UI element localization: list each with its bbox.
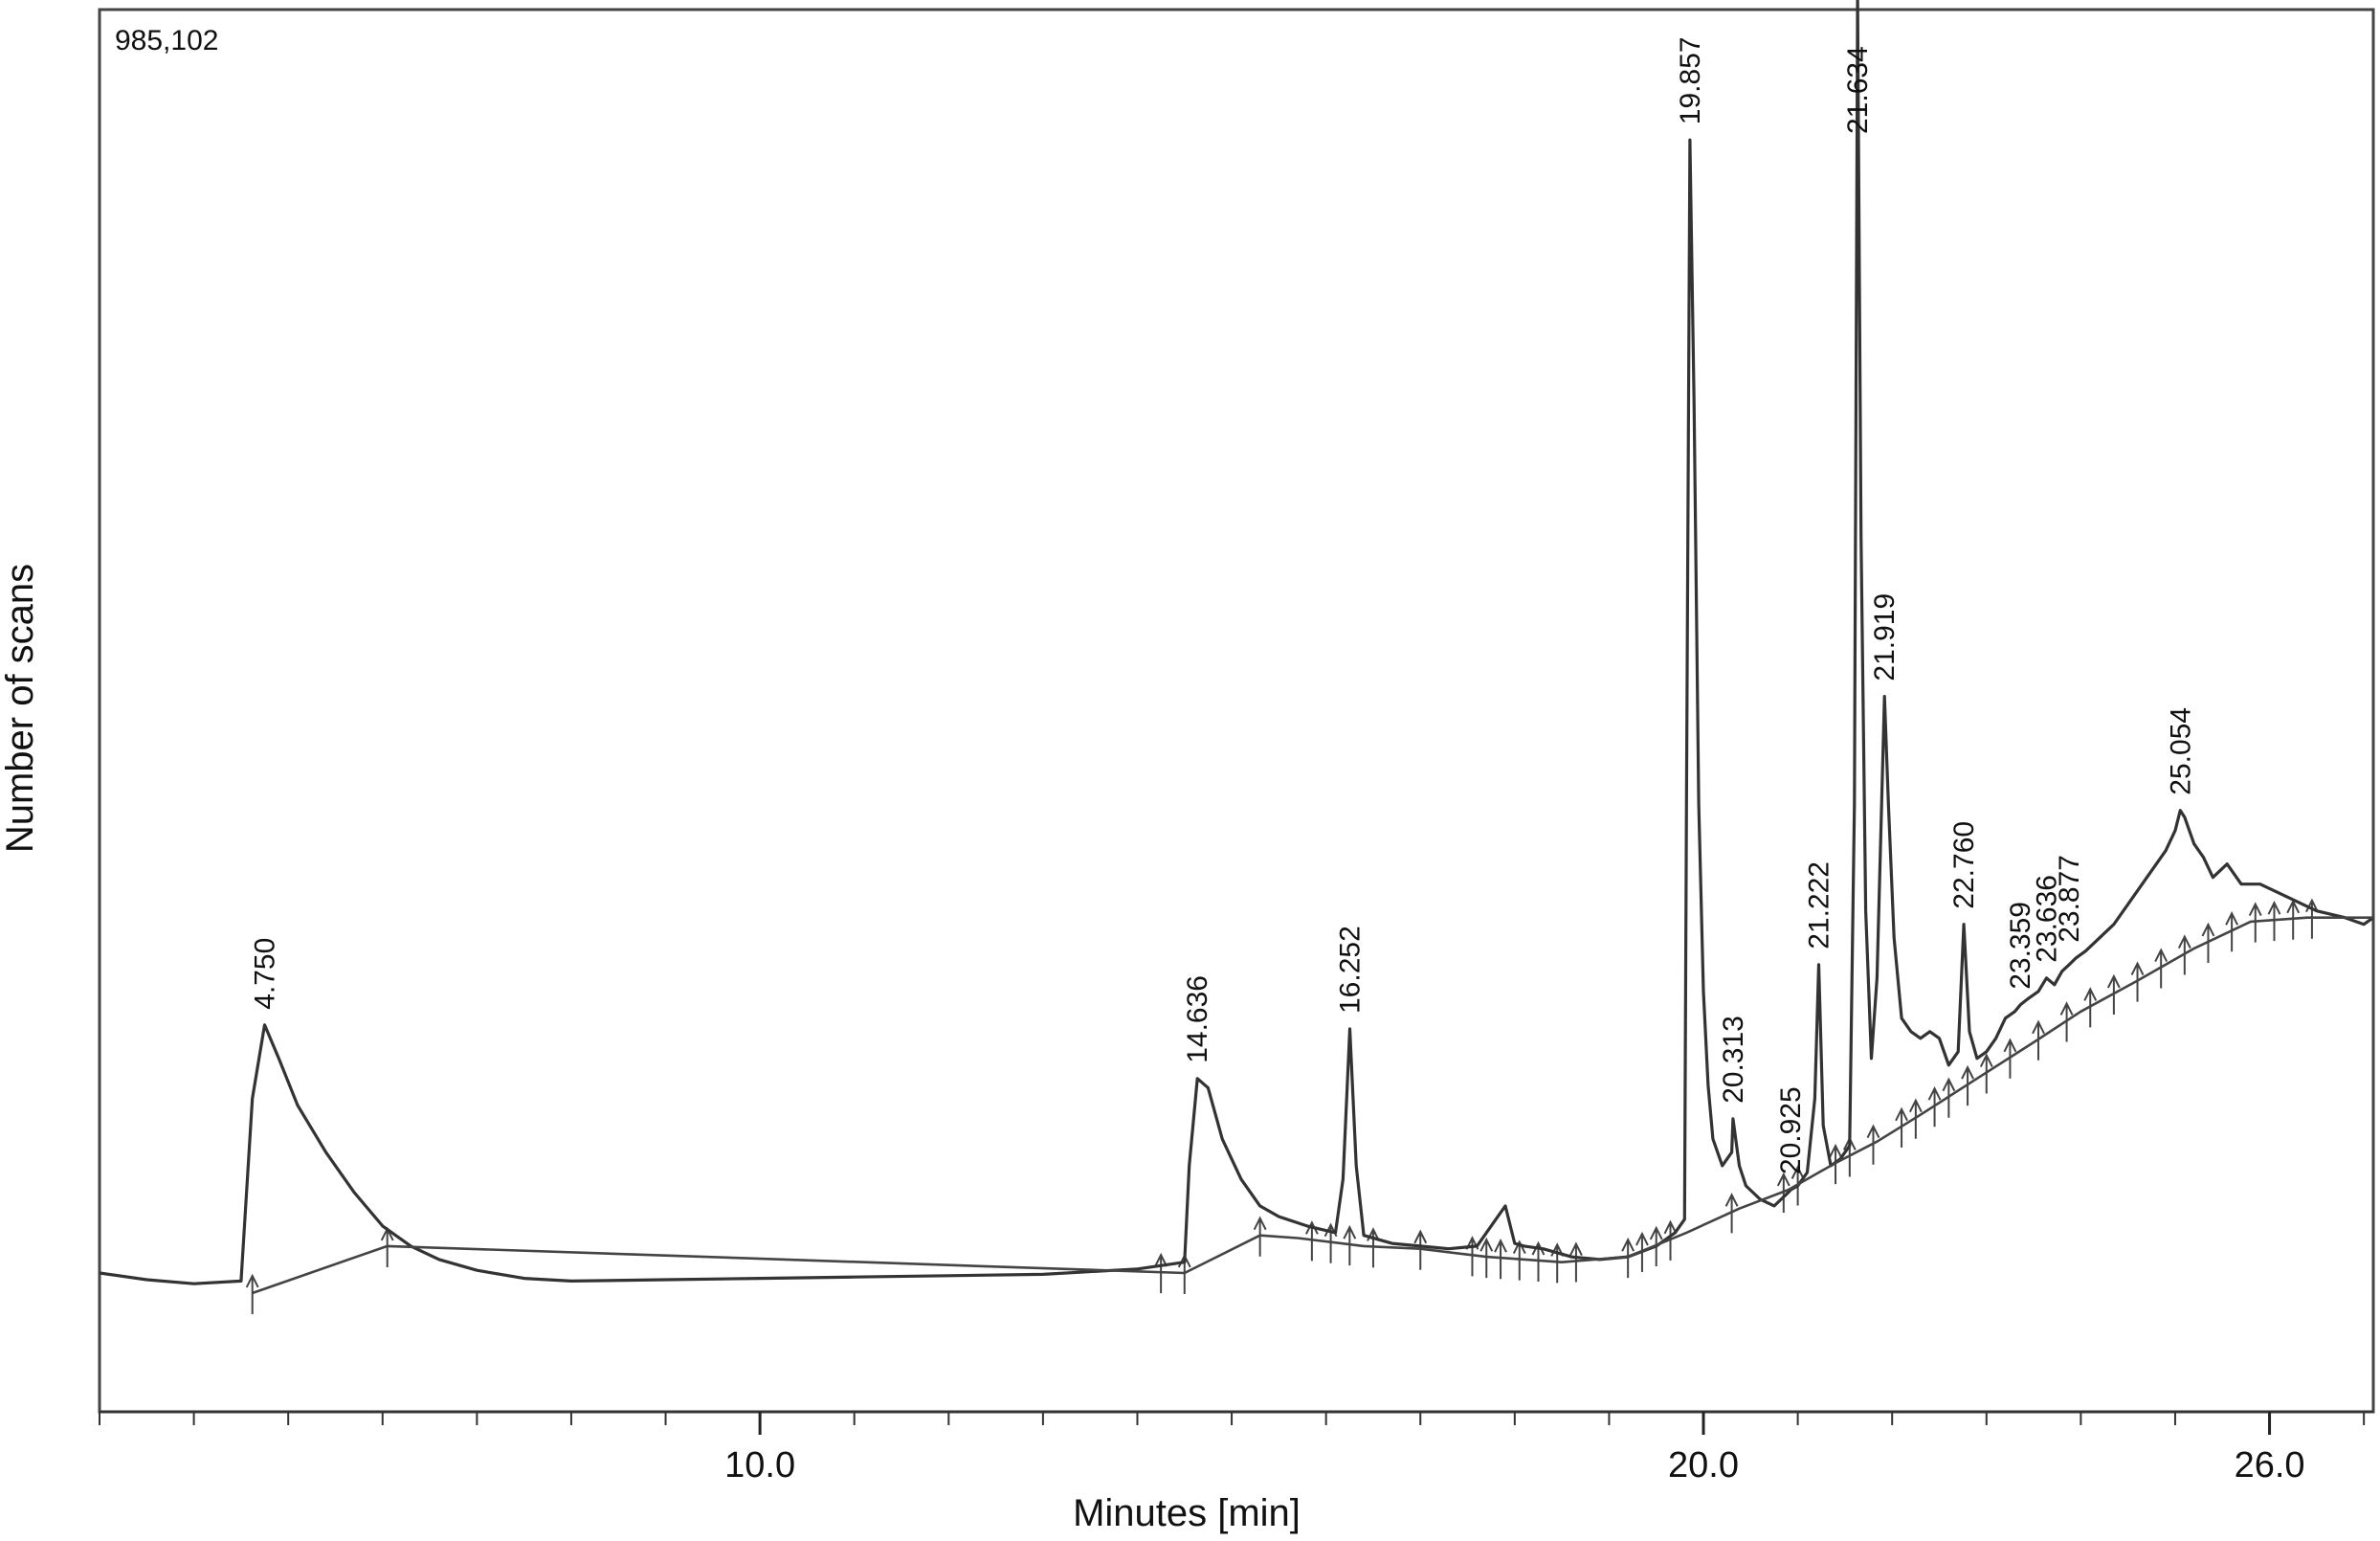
peak-label: 22.760 — [1948, 821, 1980, 909]
peak-labels: 4.750 14.636 16.252 19.857 20.313 20.925 21.22… — [250, 36, 2197, 1174]
baseline-trace — [252, 916, 2373, 1295]
integration-mark — [1304, 1220, 1319, 1262]
integration-mark — [1367, 1227, 1380, 1268]
peak-label: 23.877 — [2054, 855, 2085, 943]
x-tick-label: 26.0 — [2235, 1445, 2305, 1485]
integration-mark — [2286, 899, 2301, 940]
x-minor-ticks — [99, 1412, 2366, 1425]
integration-mark — [1866, 1124, 1880, 1165]
peak-label: 4.750 — [250, 938, 281, 1010]
integration-mark — [1942, 1077, 1956, 1118]
x-axis-label: Minutes [min] — [1073, 1492, 1301, 1534]
signal-trace — [99, 0, 2374, 1285]
integration-mark — [2201, 922, 2215, 963]
max-intensity-label: 985,102 — [115, 25, 218, 56]
peak-label: 21.634 — [1842, 46, 1874, 134]
integration-mark — [1531, 1240, 1546, 1282]
integration-mark — [2225, 911, 2239, 952]
integration-mark — [1479, 1237, 1494, 1279]
integration-mark — [1724, 1193, 1739, 1234]
peak-label: 19.857 — [1675, 36, 1706, 124]
peak-label: 23.636 — [2032, 875, 2063, 963]
peak-label: 16.252 — [1335, 926, 1367, 1014]
integration-mark — [2083, 987, 2098, 1028]
integration-mark — [1621, 1237, 1635, 1279]
integration-mark — [2059, 1001, 2074, 1042]
peak-label: 23.359 — [2005, 902, 2036, 990]
integration-mark — [1908, 1098, 1923, 1139]
integration-mark — [1569, 1241, 1583, 1283]
integration-mark — [1829, 1143, 1842, 1185]
peak-label: 20.313 — [1718, 1016, 1749, 1104]
integration-mark — [1979, 1053, 1993, 1094]
integration-mark — [1895, 1106, 1908, 1148]
integration-mark — [1663, 1219, 1678, 1261]
integration-mark — [1465, 1236, 1479, 1277]
peak-label: 14.636 — [1182, 975, 1213, 1063]
peak-label: 25.054 — [2165, 707, 2196, 795]
x-tick-label: 10.0 — [724, 1445, 795, 1485]
integration-mark — [245, 1273, 259, 1314]
integration-mark — [1512, 1240, 1526, 1281]
integration-mark — [2106, 973, 2121, 1015]
integration-mark — [1961, 1064, 1974, 1106]
integration-mark — [2267, 900, 2281, 942]
series-layer — [99, 0, 2374, 1295]
integration-mark — [1413, 1229, 1428, 1270]
plot-frame — [98, 8, 2375, 1414]
integration-mark — [2248, 902, 2262, 943]
integration-mark — [2130, 961, 2145, 1002]
integration-mark — [2032, 1019, 2045, 1061]
integration-mark — [1154, 1252, 1168, 1294]
y-axis-label: Number of scans — [0, 564, 41, 853]
integration-mark — [1776, 1172, 1791, 1213]
peak-label: 21.919 — [1869, 593, 1901, 681]
integration-mark — [2154, 948, 2169, 989]
x-tick-label: 20.0 — [1668, 1445, 1739, 1485]
integration-mark — [1253, 1216, 1267, 1257]
integration-mark — [1494, 1238, 1507, 1280]
peak-label: 21.222 — [1804, 861, 1835, 949]
x-major-ticks: 10.0 20.0 26.0 — [724, 1412, 2305, 1485]
integration-mark — [2177, 934, 2191, 975]
integration-mark — [1927, 1085, 1942, 1128]
integration-mark — [1343, 1224, 1357, 1266]
peak-label: 20.925 — [1775, 1086, 1807, 1174]
integration-mark — [2003, 1038, 2017, 1079]
